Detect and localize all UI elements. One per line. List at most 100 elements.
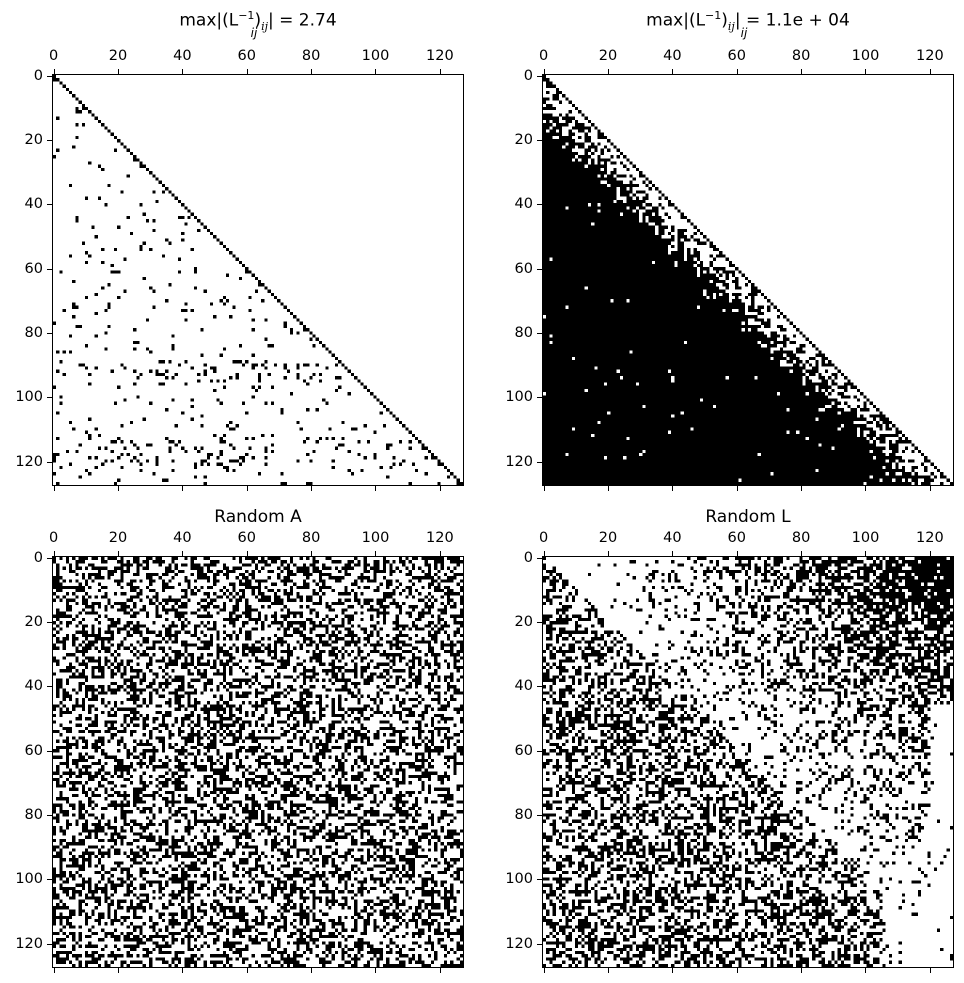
x-tick-bottom [53, 968, 55, 973]
y-tick [537, 815, 542, 817]
y-tick-label: 40 [24, 196, 43, 213]
x-tick-top [865, 69, 867, 74]
x-tick-label: 40 [173, 530, 192, 546]
x-tick-label: 0 [538, 530, 549, 546]
y-tick-label: 80 [514, 807, 533, 824]
x-tick-bottom [182, 486, 184, 491]
y-tick-label: 100 [505, 389, 533, 406]
x-tick-top [117, 69, 119, 74]
x-tick-bottom [543, 968, 545, 973]
y-tick [47, 943, 52, 945]
y-tick-label: 20 [514, 613, 533, 630]
x-tick-top [375, 551, 377, 556]
x-tick-top [801, 69, 803, 74]
x-tick-label: 120 [426, 530, 454, 546]
y-tick [537, 204, 542, 206]
x-tick-label: 60 [727, 530, 746, 546]
x-tick-bottom [543, 486, 545, 491]
x-tick-label: 0 [538, 48, 549, 64]
y-tick-label: 0 [33, 67, 43, 84]
x-tick-top [865, 551, 867, 556]
x-tick-bottom [246, 968, 248, 973]
y-tick [537, 621, 542, 623]
x-tick-label: 40 [173, 48, 192, 64]
y-tick-label: 100 [15, 389, 43, 406]
spy-image [543, 557, 953, 967]
x-tick-label: 100 [361, 530, 390, 546]
x-tick-bottom [865, 968, 867, 973]
x-tick-label: 60 [237, 530, 256, 546]
x-tick-bottom [736, 968, 738, 973]
x-tick-bottom [736, 486, 738, 491]
x-tick-top [736, 551, 738, 556]
y-tick [537, 557, 542, 559]
x-tick-top [736, 69, 738, 74]
spy-plot-random-l [542, 556, 954, 968]
y-tick-label: 40 [514, 678, 533, 695]
x-tick-bottom [439, 486, 441, 491]
x-tick-top [543, 69, 545, 74]
spy-image [543, 75, 953, 485]
x-tick-bottom [865, 486, 867, 491]
x-tick-label: 40 [663, 48, 682, 64]
x-tick-top [53, 69, 55, 74]
y-tick-label: 100 [505, 871, 533, 888]
y-tick-label: 40 [24, 678, 43, 695]
x-tick-label: 100 [851, 530, 880, 546]
x-tick-top [246, 551, 248, 556]
y-tick [537, 139, 542, 141]
x-tick-bottom [607, 968, 609, 973]
x-tick-label: 80 [301, 530, 321, 546]
panel-title-inv-l-sparse: max|(L−1)ij| = 2.74 ij [179, 9, 337, 40]
x-tick-bottom [375, 486, 377, 491]
x-tick-bottom [929, 968, 931, 973]
y-tick-label: 80 [24, 325, 43, 342]
y-tick [47, 139, 52, 141]
y-tick-label: 100 [15, 871, 43, 888]
y-tick-label: 0 [523, 549, 533, 566]
y-tick [537, 333, 542, 335]
y-tick [537, 461, 542, 463]
y-tick-label: 60 [514, 742, 533, 759]
y-tick [537, 750, 542, 752]
y-tick-label: 20 [514, 131, 533, 148]
x-tick-top [929, 551, 931, 556]
x-tick-bottom [801, 486, 803, 491]
y-tick [47, 333, 52, 335]
x-tick-label: 80 [791, 48, 811, 64]
y-tick [47, 461, 52, 463]
x-tick-bottom [801, 968, 803, 973]
x-tick-top [607, 551, 609, 556]
y-tick [47, 750, 52, 752]
y-tick-label: 80 [514, 325, 533, 342]
x-tick-bottom [53, 486, 55, 491]
spy-image [53, 557, 463, 967]
x-tick-label: 80 [791, 530, 811, 546]
x-tick-bottom [311, 968, 313, 973]
spy-plot-random-a [52, 556, 464, 968]
x-tick-label: 20 [108, 530, 128, 546]
spy-image [53, 75, 463, 485]
x-tick-label: 120 [916, 48, 944, 64]
x-tick-label: 20 [598, 48, 618, 64]
y-tick [537, 397, 542, 399]
spy-plot-inv-l-dense [542, 74, 954, 486]
x-tick-top [53, 551, 55, 556]
panel-title-random-a: Random A [214, 507, 302, 527]
y-tick-label: 20 [24, 613, 43, 630]
y-tick [47, 815, 52, 817]
y-tick [47, 686, 52, 688]
x-tick-label: 0 [48, 530, 59, 546]
y-tick [47, 204, 52, 206]
x-tick-top [929, 69, 931, 74]
y-tick [537, 268, 542, 270]
y-tick-label: 0 [523, 67, 533, 84]
x-tick-top [182, 551, 184, 556]
x-tick-top [375, 69, 377, 74]
x-tick-top [246, 69, 248, 74]
x-tick-label: 80 [301, 48, 321, 64]
y-tick [537, 943, 542, 945]
y-tick [47, 268, 52, 270]
x-tick-top [182, 69, 184, 74]
x-tick-bottom [672, 968, 674, 973]
